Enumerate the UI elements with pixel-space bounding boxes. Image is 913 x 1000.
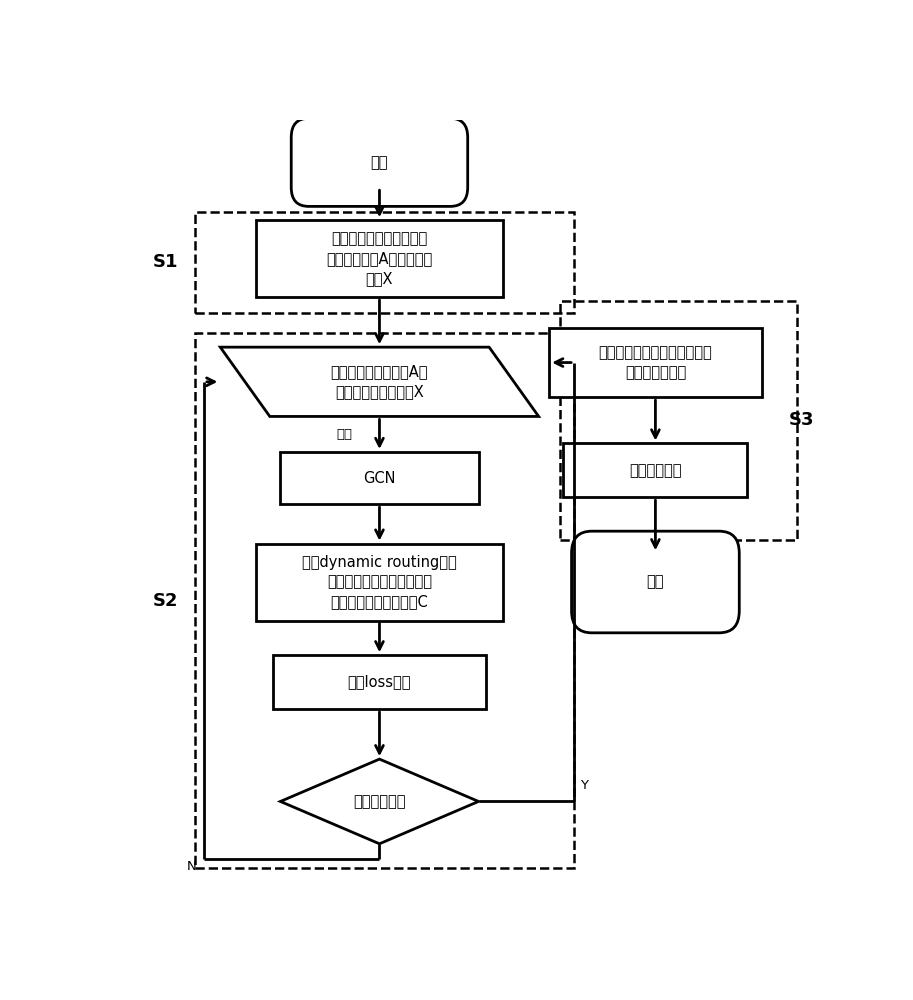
Text: S1: S1 xyxy=(152,253,178,271)
Bar xyxy=(560,301,797,540)
Text: S2: S2 xyxy=(152,592,178,610)
Text: 构造论文引用网络数据，
包括邻接矩阵A、节点特征
矩阵X: 构造论文引用网络数据， 包括邻接矩阵A、节点特征 矩阵X xyxy=(326,231,433,286)
FancyBboxPatch shape xyxy=(572,531,740,633)
Text: 输入数据：邻接矩阵A、
训练集节点特征矩阵X: 输入数据：邻接矩阵A、 训练集节点特征矩阵X xyxy=(331,364,428,399)
Text: 计算loss函数: 计算loss函数 xyxy=(348,675,411,690)
FancyBboxPatch shape xyxy=(550,328,761,397)
Text: 输出分类结果: 输出分类结果 xyxy=(629,463,682,478)
FancyBboxPatch shape xyxy=(273,655,486,709)
Text: 利用训练好的模型对测试集中
的论文进行分类: 利用训练好的模型对测试集中 的论文进行分类 xyxy=(599,345,712,380)
FancyBboxPatch shape xyxy=(280,452,478,504)
Text: 模型已收敛？: 模型已收敛？ xyxy=(353,794,405,809)
Text: 结束: 结束 xyxy=(646,574,664,589)
Text: S3: S3 xyxy=(789,411,814,429)
Text: GCN: GCN xyxy=(363,471,395,486)
Text: 输入: 输入 xyxy=(336,428,352,441)
FancyBboxPatch shape xyxy=(291,118,467,206)
Text: N: N xyxy=(186,860,196,873)
Bar xyxy=(195,212,574,312)
Text: 利用dynamic routing算法
计算节点间的相似性，根据
相似性更新边权重矩阵C: 利用dynamic routing算法 计算节点间的相似性，根据 相似性更新边权… xyxy=(302,555,456,609)
Bar xyxy=(195,333,574,868)
FancyBboxPatch shape xyxy=(256,543,503,620)
Polygon shape xyxy=(280,759,478,844)
FancyBboxPatch shape xyxy=(563,443,748,497)
Polygon shape xyxy=(220,347,539,416)
Text: 开始: 开始 xyxy=(371,155,388,170)
Text: Y: Y xyxy=(580,779,588,792)
FancyBboxPatch shape xyxy=(256,220,503,297)
